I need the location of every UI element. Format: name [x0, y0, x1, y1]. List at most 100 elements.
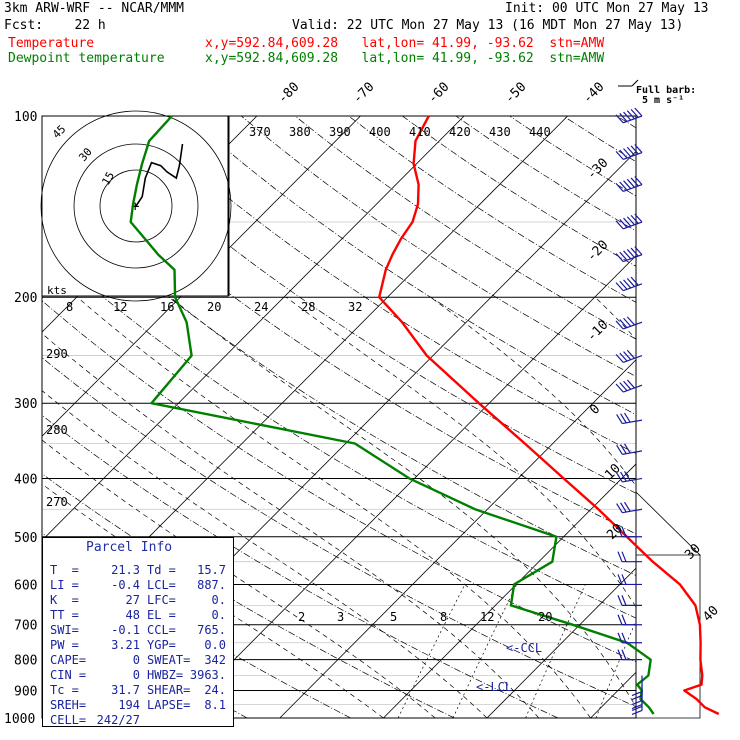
wind-barb-flag — [620, 471, 627, 482]
moist-adiabat — [285, 296, 636, 608]
dry-adiabat — [294, 116, 636, 340]
isotherm — [175, 255, 636, 718]
parcel-row-value: 0.0 — [204, 638, 226, 652]
wind-barb-flag — [615, 353, 624, 363]
wind-barb-flag — [623, 279, 632, 289]
wind-barb-flag — [615, 253, 624, 262]
wind-barb-flag — [617, 632, 623, 644]
wind-barb-flag — [623, 412, 631, 423]
moist-adiabat — [170, 296, 636, 708]
wind-barb-flag — [619, 181, 628, 191]
temperature-legend-label: Temperature — [8, 36, 95, 51]
wind-barb-flag — [623, 217, 632, 227]
plot-frame — [41, 115, 637, 719]
parcel-row-value: 48 — [125, 608, 140, 622]
wind-barb — [615, 213, 643, 230]
parcel-row-label: SWEAT= — [147, 653, 191, 667]
wind-barb-flag — [621, 526, 627, 538]
parcel-row-value: 31.7 — [111, 683, 140, 697]
mixing-ratio-label: 16 — [160, 300, 174, 314]
mixing-ratio-label: 12 — [480, 610, 494, 624]
wind-barb-flag — [623, 380, 632, 390]
wind-barb — [615, 349, 643, 363]
pressure-tick-label: 500 — [14, 531, 37, 546]
wind-barb-flag — [630, 276, 639, 286]
dry-adiabat — [42, 357, 636, 708]
dry-adiabat — [616, 116, 636, 129]
hodograph-ring — [73, 143, 199, 269]
parcel-row-label: PW = — [50, 638, 79, 652]
wind-barb-flag — [623, 317, 632, 327]
hodograph-trace — [135, 143, 184, 207]
wind-barb-flag — [615, 383, 624, 393]
dry-adiabat — [724, 116, 740, 718]
barb-legend-icon — [631, 79, 639, 87]
lcl-marker: <-LCL — [476, 680, 512, 694]
wind-barb-flag — [621, 595, 627, 606]
wind-barb-flag — [616, 414, 623, 424]
wind-barb-flag — [630, 177, 639, 187]
wind-barb — [616, 501, 643, 514]
hodograph-ring-label: 15 — [99, 170, 117, 188]
theta-label: 370 — [249, 125, 271, 139]
isotherm-label: -20 — [584, 238, 611, 265]
theta-label: 420 — [449, 125, 471, 139]
pressure-tick-label: 900 — [14, 684, 37, 699]
isotherm-label: -10 — [584, 318, 611, 345]
parcel-row-value: -0.1 — [111, 623, 140, 637]
wind-barb-flag — [621, 614, 627, 625]
dry-adiabat — [241, 116, 636, 377]
parcel-row-value: -0.4 — [111, 578, 140, 592]
moist-adiabat — [430, 296, 636, 487]
parcel-row-label: SWI= — [50, 623, 79, 637]
wind-barb-flag — [619, 113, 628, 122]
parcel-row-label: YGP= — [147, 638, 176, 652]
isotherm — [279, 359, 636, 718]
isotherm — [590, 671, 636, 718]
wind-barb-staff — [623, 283, 643, 292]
moist-adiabat — [594, 296, 636, 340]
wind-barb — [616, 443, 643, 455]
wind-barb-flag — [621, 551, 627, 562]
parcel-row-label: Tc = — [50, 683, 79, 697]
parcel-row-label: CAPE= — [50, 653, 87, 667]
wind-barb — [631, 690, 643, 716]
wind-barb-staff — [623, 184, 643, 192]
parcel-row-value: 0 — [132, 653, 140, 667]
parcel-row-label: SHEAR= — [147, 683, 191, 697]
wind-barb-flag — [634, 213, 643, 223]
wind-barb-flag — [623, 443, 631, 454]
isotherm-label: -50 — [502, 80, 529, 107]
wind-barb — [615, 276, 643, 292]
dry-adiabat — [42, 187, 636, 576]
parcel-info-title: Parcel Info — [86, 540, 173, 555]
forecast-hour: Fcst: 22 h — [4, 18, 106, 33]
parcel-row-label: LCL= — [147, 578, 176, 592]
parcel-row-label: LI = — [50, 578, 79, 592]
wind-barb-staff — [623, 354, 643, 363]
dry-adiabat — [509, 116, 636, 197]
parcel-row-value: 0 — [132, 668, 140, 682]
wind-barb-flag — [634, 107, 643, 117]
dry-adiabat — [42, 532, 351, 718]
wind-barb-staff — [622, 477, 643, 483]
wind-barb-flag — [626, 316, 635, 326]
isotherm-label: -40 — [580, 80, 607, 107]
wind-barb-flag — [626, 216, 635, 226]
wind-barb-flag — [615, 114, 624, 124]
wind-barb-flag — [619, 319, 628, 329]
pressure-tick-label: 200 — [14, 291, 37, 306]
wind-barb-flag — [619, 149, 628, 159]
isotherm-label: 20 — [604, 521, 626, 543]
wind-barb-flag — [631, 694, 643, 701]
pressure-tick-label: 700 — [14, 619, 37, 634]
isotherm — [383, 463, 636, 718]
wind-barb-flag — [626, 349, 635, 359]
parcel-row-value: 15.7 — [197, 563, 226, 577]
wind-barb-flag — [630, 145, 639, 155]
parcel-row-value: 0. — [211, 593, 226, 607]
barb-legend-title: Full barb: — [636, 85, 696, 96]
parcel-row-label: T = — [50, 563, 79, 577]
dewpoint-profile — [129, 115, 655, 715]
wind-barb — [615, 144, 643, 160]
